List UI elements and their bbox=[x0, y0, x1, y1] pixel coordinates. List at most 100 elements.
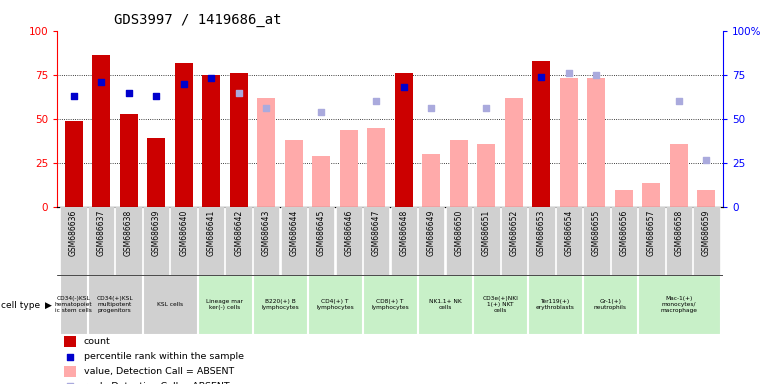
Bar bbox=[528, 275, 582, 334]
Bar bbox=[60, 207, 87, 275]
Text: KSL cells: KSL cells bbox=[157, 302, 183, 307]
Bar bbox=[230, 73, 247, 207]
Bar bbox=[143, 275, 197, 334]
Text: GSM686637: GSM686637 bbox=[97, 209, 106, 256]
Point bbox=[150, 93, 162, 99]
Bar bbox=[587, 78, 605, 207]
Bar bbox=[308, 275, 362, 334]
Bar bbox=[88, 207, 114, 275]
Text: GSM686653: GSM686653 bbox=[537, 209, 546, 256]
Point bbox=[260, 105, 272, 111]
Point bbox=[64, 383, 76, 384]
Text: count: count bbox=[84, 337, 110, 346]
Bar bbox=[225, 207, 252, 275]
Bar bbox=[64, 336, 75, 347]
Text: GSM686646: GSM686646 bbox=[344, 209, 353, 256]
Bar bbox=[693, 207, 720, 275]
Text: GSM686656: GSM686656 bbox=[619, 209, 629, 256]
Text: GSM686649: GSM686649 bbox=[427, 209, 436, 256]
Text: ▶: ▶ bbox=[45, 301, 52, 310]
Point bbox=[591, 72, 603, 78]
Bar bbox=[642, 183, 661, 207]
Text: GSM686636: GSM686636 bbox=[69, 209, 78, 256]
Bar bbox=[308, 207, 334, 275]
Bar bbox=[198, 207, 224, 275]
Text: Lineage mar
ker(-) cells: Lineage mar ker(-) cells bbox=[206, 299, 244, 310]
Text: GSM686638: GSM686638 bbox=[124, 209, 133, 256]
Bar bbox=[368, 128, 385, 207]
Text: GSM686644: GSM686644 bbox=[289, 209, 298, 256]
Point bbox=[398, 84, 410, 90]
Text: GSM686654: GSM686654 bbox=[565, 209, 573, 256]
Bar bbox=[285, 140, 303, 207]
Bar bbox=[116, 207, 142, 275]
Bar bbox=[610, 207, 637, 275]
Text: Ter119(+)
erythroblasts: Ter119(+) erythroblasts bbox=[536, 299, 575, 310]
Bar bbox=[198, 275, 252, 334]
Point bbox=[425, 105, 438, 111]
Bar bbox=[670, 144, 688, 207]
Text: CD34(+)KSL
multipotent
progenitors: CD34(+)KSL multipotent progenitors bbox=[97, 296, 133, 313]
Bar bbox=[340, 130, 358, 207]
Text: GSM686657: GSM686657 bbox=[647, 209, 656, 256]
Text: GSM686652: GSM686652 bbox=[509, 209, 518, 256]
Bar bbox=[336, 207, 362, 275]
Text: value, Detection Call = ABSENT: value, Detection Call = ABSENT bbox=[84, 367, 234, 376]
Point bbox=[177, 81, 189, 87]
Bar bbox=[64, 366, 75, 377]
Text: CD34(-)KSL
hematopoiet
ic stem cells: CD34(-)KSL hematopoiet ic stem cells bbox=[55, 296, 92, 313]
Point bbox=[563, 70, 575, 76]
Bar bbox=[583, 207, 610, 275]
Point bbox=[64, 353, 76, 359]
Bar bbox=[477, 144, 495, 207]
Bar bbox=[147, 139, 165, 207]
Bar bbox=[533, 61, 550, 207]
Point bbox=[315, 109, 327, 115]
Bar bbox=[528, 207, 555, 275]
Point bbox=[535, 74, 547, 80]
Point bbox=[480, 105, 492, 111]
Bar bbox=[450, 140, 468, 207]
Text: Mac-1(+)
monocytes/
macrophage: Mac-1(+) monocytes/ macrophage bbox=[661, 296, 697, 313]
Text: Gr-1(+)
neutrophils: Gr-1(+) neutrophils bbox=[594, 299, 626, 310]
Bar bbox=[422, 154, 440, 207]
Text: cell type: cell type bbox=[1, 301, 40, 310]
Text: NK1.1+ NK
cells: NK1.1+ NK cells bbox=[428, 299, 461, 310]
Bar bbox=[395, 73, 412, 207]
Text: GSM686642: GSM686642 bbox=[234, 209, 244, 256]
Bar bbox=[473, 275, 527, 334]
Bar bbox=[88, 275, 142, 334]
Text: GDS3997 / 1419686_at: GDS3997 / 1419686_at bbox=[114, 13, 282, 27]
Bar bbox=[638, 207, 664, 275]
Point bbox=[95, 79, 107, 85]
Bar bbox=[253, 207, 279, 275]
Bar bbox=[583, 275, 637, 334]
Point bbox=[700, 157, 712, 163]
Text: GSM686651: GSM686651 bbox=[482, 209, 491, 256]
Bar bbox=[418, 275, 472, 334]
Bar bbox=[698, 190, 715, 207]
Point bbox=[233, 89, 245, 96]
Text: GSM686655: GSM686655 bbox=[592, 209, 601, 256]
Text: GSM686658: GSM686658 bbox=[674, 209, 683, 256]
Bar bbox=[501, 207, 527, 275]
Point bbox=[68, 93, 80, 99]
Bar bbox=[615, 190, 633, 207]
Text: GSM686647: GSM686647 bbox=[372, 209, 380, 256]
Text: GSM686641: GSM686641 bbox=[207, 209, 215, 256]
Bar bbox=[666, 207, 693, 275]
Bar bbox=[560, 84, 578, 207]
Text: GSM686639: GSM686639 bbox=[151, 209, 161, 256]
Text: GSM686645: GSM686645 bbox=[317, 209, 326, 256]
Text: percentile rank within the sample: percentile rank within the sample bbox=[84, 352, 244, 361]
Bar bbox=[92, 55, 110, 207]
Bar bbox=[556, 207, 582, 275]
Point bbox=[205, 75, 217, 81]
Bar bbox=[505, 98, 523, 207]
Text: B220(+) B
lymphocytes: B220(+) B lymphocytes bbox=[261, 299, 299, 310]
Bar bbox=[175, 63, 193, 207]
Point bbox=[370, 98, 382, 104]
Text: CD4(+) T
lymphocytes: CD4(+) T lymphocytes bbox=[316, 299, 354, 310]
Bar bbox=[312, 156, 330, 207]
Bar bbox=[390, 207, 417, 275]
